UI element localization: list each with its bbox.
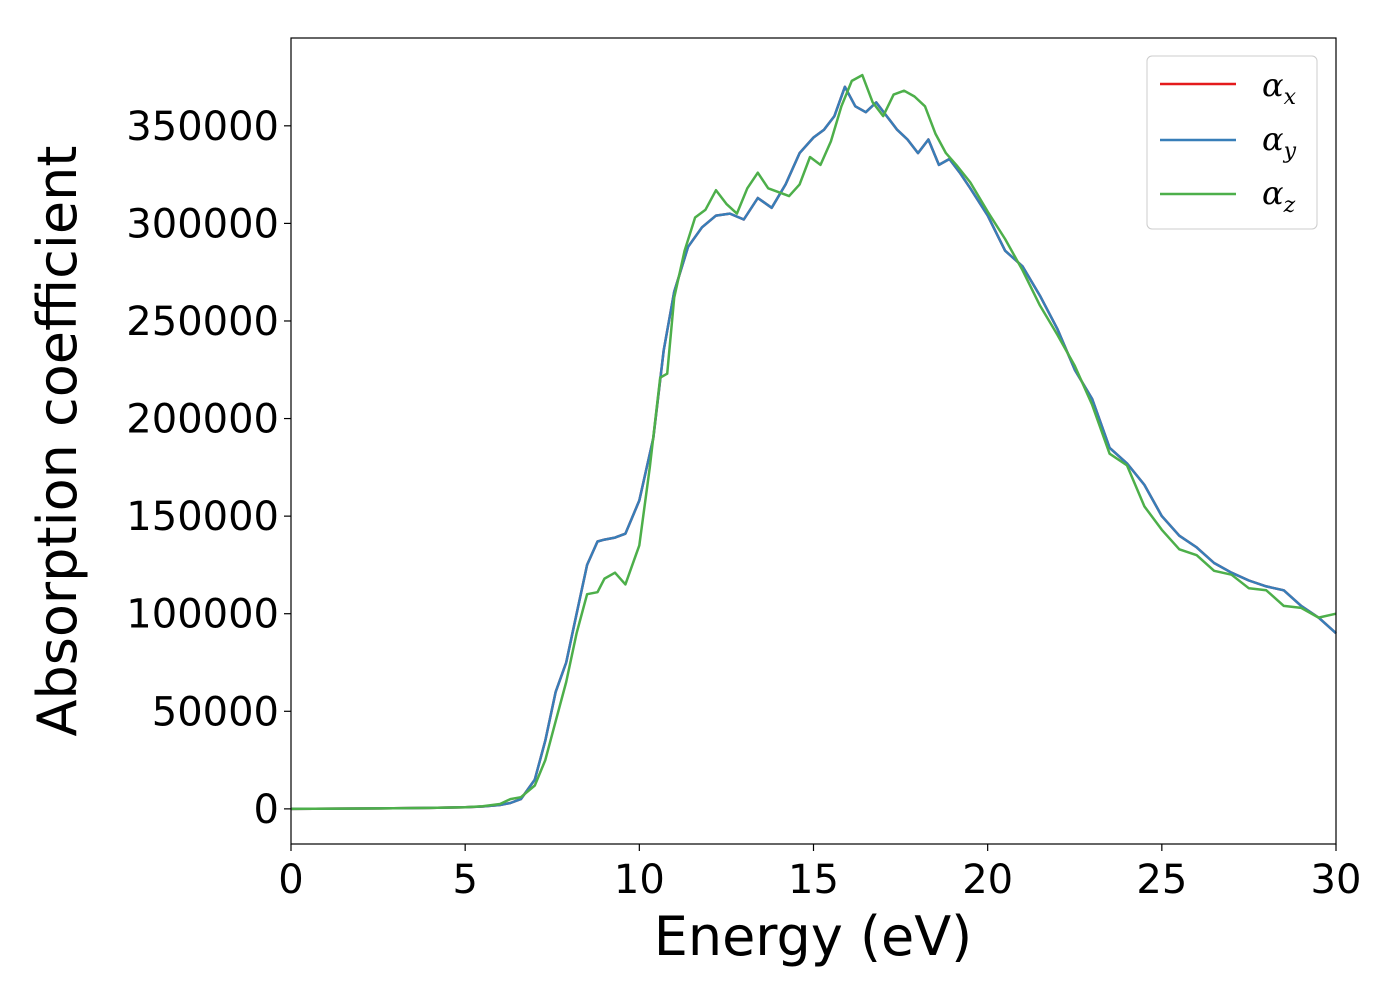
- x-axis-label: Energy (eV): [654, 905, 973, 968]
- legend-symbol: α: [1262, 120, 1284, 158]
- legend-label-alpha-y: αy: [1262, 120, 1297, 164]
- legend-label-alpha-z: αz: [1262, 174, 1296, 218]
- y-tick-label-250000: 250000: [126, 299, 279, 345]
- legend-label-alpha-x: αx: [1262, 66, 1297, 110]
- legend-subscript: y: [1283, 139, 1297, 164]
- y-tick-label-200000: 200000: [126, 397, 279, 443]
- y-tick-label-100000: 100000: [126, 592, 279, 638]
- x-tick-label-15: 15: [788, 857, 839, 903]
- legend-frame: [1146, 55, 1318, 230]
- y-tick-label-150000: 150000: [126, 494, 279, 540]
- x-tick-label-5: 5: [452, 857, 477, 903]
- x-tick-label-30: 30: [1311, 857, 1362, 903]
- x-axis-ticks: 0 5 10 15 20 25 30: [278, 844, 1361, 903]
- series-line-alpha-z: [290, 73, 1337, 811]
- legend: αx αy αz: [1146, 55, 1318, 230]
- x-tick-label-25: 25: [1136, 857, 1187, 903]
- series-layer: [290, 73, 1337, 811]
- series-line-alpha-y: [290, 85, 1337, 811]
- y-axis-label: Absorption coefficient: [26, 146, 89, 737]
- legend-symbol: α: [1262, 174, 1284, 212]
- y-axis-ticks: 0 50000 100000 150000 200000 250000 300000 3500…: [126, 104, 291, 833]
- y-tick-label-300000: 300000: [126, 201, 279, 247]
- y-tick-label-50000: 50000: [152, 689, 279, 735]
- y-tick-label-350000: 350000: [126, 104, 279, 150]
- y-tick-label-0: 0: [254, 787, 279, 833]
- legend-subscript: z: [1283, 193, 1296, 218]
- x-tick-label-0: 0: [278, 857, 303, 903]
- x-tick-label-20: 20: [962, 857, 1013, 903]
- x-tick-label-10: 10: [614, 857, 665, 903]
- legend-subscript: x: [1284, 85, 1297, 110]
- legend-symbol: α: [1262, 66, 1284, 104]
